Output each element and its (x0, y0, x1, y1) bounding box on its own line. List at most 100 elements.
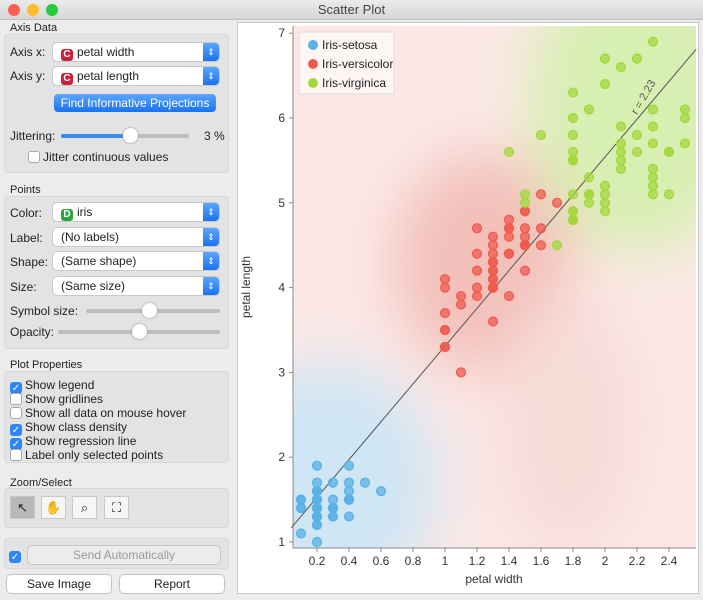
data-point (615, 62, 627, 73)
data-point (615, 121, 627, 132)
data-point (599, 78, 611, 90)
x-axis-title: petal width (465, 572, 522, 586)
plot-option-checkbox[interactable]: ✓ Show legend (10, 379, 94, 394)
x-tick-label: 1.6 (533, 554, 550, 568)
plot-option-checkbox[interactable]: ✓ Show regression line (10, 435, 136, 450)
data-point (535, 189, 547, 200)
data-point (343, 511, 355, 522)
data-point (343, 460, 355, 471)
close-window-button[interactable] (8, 4, 20, 16)
data-point (487, 316, 499, 327)
data-point (503, 231, 515, 242)
points-box (4, 196, 229, 349)
zoom-select-title: Zoom/Select (10, 477, 72, 489)
axis-data-title: Axis Data (10, 22, 58, 34)
jittering-slider[interactable] (61, 128, 189, 143)
checkbox-icon (10, 449, 22, 461)
data-point (519, 240, 531, 251)
jittering-value: 3 % (204, 129, 225, 143)
data-point (583, 197, 595, 208)
data-point (599, 189, 611, 200)
data-point (567, 214, 579, 225)
plot-option-checkbox[interactable]: Show all data on mouse hover (10, 407, 186, 420)
data-point (647, 36, 659, 47)
symbol-size-slider[interactable] (86, 303, 220, 318)
data-point (311, 460, 323, 471)
continuous-var-icon: C (61, 73, 73, 85)
data-point (487, 248, 499, 259)
color-label: Color: (10, 206, 43, 220)
plot-option-label: Show class density (25, 420, 128, 434)
data-point (295, 494, 307, 505)
data-point (487, 240, 499, 251)
data-point (439, 274, 451, 285)
scatter-plot[interactable]: 0.2 0.4 0.6 0.8 1 1.2 1.4 1.6 1.8 2 2.2 2.4 1 2 3 4 5 6 7 p… (237, 22, 699, 594)
shape-select[interactable]: (Same shape) ⇕ (53, 252, 219, 270)
pointer-icon[interactable]: ↖ (10, 496, 35, 519)
shape-value: (Same shape) (61, 254, 137, 268)
data-point (599, 180, 611, 191)
report-button[interactable]: Report (120, 575, 224, 593)
maximize-window-button[interactable] (46, 4, 58, 16)
magnifier-icon[interactable]: ⌕ (72, 496, 97, 519)
jitter-continuous-checkbox[interactable]: Jitter continuous values (28, 151, 168, 164)
data-point (631, 146, 643, 158)
send-automatically-checkbox[interactable]: ✓ (9, 551, 21, 563)
data-point (455, 290, 467, 302)
label-select[interactable]: (No labels) ⇕ (53, 228, 219, 246)
plot-option-checkbox[interactable]: Show gridlines (10, 393, 103, 406)
class-density (293, 26, 696, 548)
jittering-label: Jittering: (10, 129, 56, 143)
axis-y-value: petal length (77, 69, 140, 83)
chevron-updown-icon: ⇕ (203, 67, 219, 85)
axis-x-value: petal width (77, 45, 135, 59)
opacity-slider[interactable] (58, 324, 220, 339)
data-point (439, 324, 451, 336)
find-informative-projections-button[interactable]: Find Informative Projections (54, 94, 216, 112)
data-point (615, 138, 627, 149)
legend-marker (308, 78, 318, 88)
x-tick-label: 1 (442, 554, 449, 568)
data-point (311, 536, 323, 548)
size-select[interactable]: (Same size) ⇕ (53, 277, 219, 295)
data-point (311, 494, 323, 505)
legend-label: Iris-virginica (322, 76, 386, 90)
plot-option-checkbox[interactable]: ✓ Show class density (10, 421, 127, 436)
data-point (503, 214, 515, 225)
size-label: Size: (10, 280, 37, 294)
window-title: Scatter Plot (317, 2, 386, 17)
color-value: iris (77, 205, 93, 219)
minimize-window-button[interactable] (27, 4, 39, 16)
data-point (663, 189, 675, 200)
legend-marker (308, 59, 318, 69)
data-point (295, 502, 307, 514)
data-point (487, 274, 499, 285)
data-point (599, 206, 611, 217)
data-point (647, 163, 659, 174)
fit-icon[interactable]: ⛶ (104, 496, 129, 519)
data-point (535, 129, 547, 141)
data-point (519, 223, 531, 234)
checkbox-icon (10, 393, 22, 405)
x-tick-label: 0.2 (309, 554, 326, 568)
hand-icon[interactable]: ✋ (41, 496, 66, 519)
send-automatically-button[interactable]: Send Automatically (28, 546, 220, 564)
chevron-updown-icon: ⇕ (203, 43, 219, 61)
x-tick-label: 1.2 (469, 554, 486, 568)
chevron-updown-icon: ⇕ (203, 252, 219, 270)
data-point (567, 87, 579, 98)
plot-option-label: Show legend (25, 378, 95, 392)
y-tick-label: 6 (278, 111, 285, 125)
y-axis-title: petal length (239, 256, 253, 318)
data-point (487, 282, 499, 293)
data-point (551, 197, 563, 208)
plot-option-checkbox[interactable]: Label only selected points (10, 449, 163, 462)
data-point (471, 223, 483, 234)
y-tick-label: 2 (278, 450, 285, 464)
data-point (615, 155, 627, 166)
data-point (311, 477, 323, 488)
save-image-button[interactable]: Save Image (7, 575, 111, 593)
